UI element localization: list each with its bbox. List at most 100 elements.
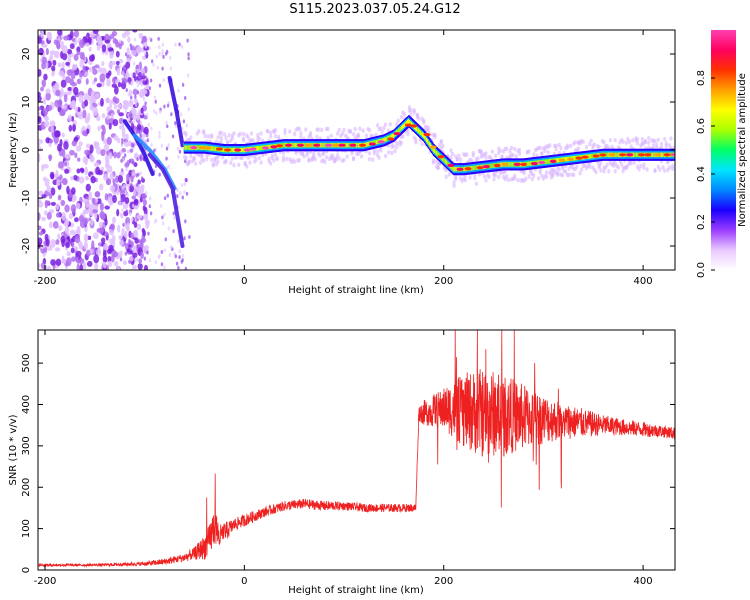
- heatmap-speckle: [50, 201, 56, 207]
- heatmap-speckle: [126, 33, 129, 38]
- heatmap-speckle: [87, 235, 92, 240]
- heatmap-speckle: [76, 51, 81, 56]
- heatmap-speckle: [38, 212, 41, 221]
- heatmap-band-inner: [547, 159, 550, 164]
- heatmap-halo: [383, 153, 388, 159]
- heatmap-speckle: [55, 89, 61, 97]
- heatmap-speckle: [157, 255, 161, 260]
- x-tick-label: 0: [241, 576, 247, 587]
- heatmap-marks: [38, 30, 675, 270]
- heatmap-halo: [578, 171, 582, 176]
- heatmap-speckle: [41, 79, 46, 88]
- heatmap-speckle: [73, 30, 80, 38]
- heatmap-halo: [599, 168, 603, 173]
- heatmap-speckle: [148, 196, 152, 201]
- heatmap-halo: [224, 135, 228, 141]
- heatmap-speckle: [38, 68, 42, 77]
- colorbar-ticks: 0.0 0.2 0.4 0.6 0.8: [696, 70, 715, 278]
- heatmap-halo: [222, 132, 227, 137]
- heatmap-speckle: [76, 168, 81, 174]
- heatmap-band-inner: [436, 151, 439, 157]
- heatmap-speckle: [165, 121, 168, 126]
- heatmap-streak: [147, 152, 185, 248]
- heatmap-peak: [581, 155, 589, 159]
- heatmap-speckle: [96, 45, 101, 51]
- heatmap-speckle: [40, 30, 44, 37]
- heatmap-speckle: [156, 65, 160, 70]
- heatmap-halo: [661, 165, 665, 170]
- heatmap-speckle: [78, 242, 83, 250]
- heatmap-halo: [651, 143, 656, 148]
- heatmap-halo: [655, 142, 659, 147]
- heatmap-speckle: [166, 124, 169, 129]
- heatmap-speckle: [134, 258, 137, 263]
- heatmap-halo: [304, 127, 308, 132]
- heatmap-halo: [379, 148, 383, 153]
- heatmap-speckle: [84, 149, 90, 156]
- heatmap-speckle: [108, 61, 113, 69]
- heatmap-speckle: [116, 151, 121, 159]
- heatmap-speckle: [90, 175, 96, 184]
- heatmap-speckle: [60, 199, 66, 206]
- heatmap-speckle: [167, 164, 170, 169]
- heatmap-speckle: [134, 94, 137, 99]
- heatmap-halo: [426, 125, 431, 131]
- heatmap-speckle: [38, 153, 41, 163]
- heatmap-halo: [487, 174, 491, 179]
- heatmap-speckle: [94, 64, 100, 69]
- heatmap-halo: [361, 128, 365, 133]
- x-tick-label: 400: [634, 576, 653, 587]
- heatmap-speckle: [136, 257, 139, 262]
- heatmap-speckle: [115, 175, 119, 183]
- heatmap-halo: [285, 156, 289, 162]
- heatmap-band-inner: [268, 144, 271, 150]
- heatmap-halo: [342, 127, 346, 133]
- heatmap-speckle: [50, 239, 56, 248]
- heatmap-speckle: [136, 182, 139, 187]
- heatmap-band-inner: [633, 152, 636, 158]
- heatmap-band-inner: [453, 166, 456, 172]
- heatmap-speckle: [78, 94, 84, 103]
- heatmap-speckle: [186, 73, 190, 78]
- heatmap-halo: [192, 155, 196, 161]
- heatmap-band-inner: [653, 152, 656, 158]
- heatmap-halo: [669, 136, 673, 141]
- heatmap-speckle: [94, 191, 100, 198]
- heatmap-speckle: [100, 97, 104, 107]
- heatmap-halo: [667, 143, 672, 148]
- heatmap-halo: [321, 150, 325, 156]
- heatmap-speckle: [158, 110, 162, 115]
- heatmap-speckle: [82, 65, 86, 75]
- heatmap-band-inner: [529, 161, 532, 166]
- heatmap-speckle: [125, 69, 129, 74]
- heatmap-halo: [608, 138, 613, 143]
- heatmap-halo: [312, 151, 316, 157]
- heatmap-speckle: [183, 182, 187, 187]
- heatmap-speckle: [176, 146, 180, 151]
- heatmap-speckle: [94, 263, 99, 270]
- heatmap-band-inner: [392, 133, 394, 139]
- heatmap-speckle: [63, 104, 67, 110]
- heatmap-speckle: [67, 48, 73, 55]
- heatmap-halo: [513, 176, 517, 181]
- heatmap-peak: [476, 166, 484, 170]
- heatmap-peak: [530, 161, 538, 166]
- heatmap-speckle: [137, 263, 143, 270]
- heatmap-speckle: [131, 49, 137, 56]
- heatmap-band-inner: [434, 149, 437, 155]
- heatmap-speckle: [93, 162, 100, 168]
- heatmap-peak: [338, 143, 346, 147]
- heatmap-speckle: [86, 260, 93, 267]
- heatmap-band-inner: [491, 163, 494, 169]
- heatmap-band-inner: [348, 142, 351, 148]
- heatmap-speckle: [83, 217, 89, 225]
- heatmap-speckle: [160, 144, 164, 149]
- heatmap-halo: [224, 159, 228, 164]
- heatmap-peak: [404, 123, 412, 127]
- heatmap-speckle: [170, 112, 173, 117]
- heatmap-peak: [190, 146, 198, 150]
- heatmap-halo: [259, 131, 263, 136]
- heatmap-speckle: [163, 248, 166, 253]
- heatmap-speckle: [136, 214, 142, 219]
- heatmap-streak: [167, 76, 185, 148]
